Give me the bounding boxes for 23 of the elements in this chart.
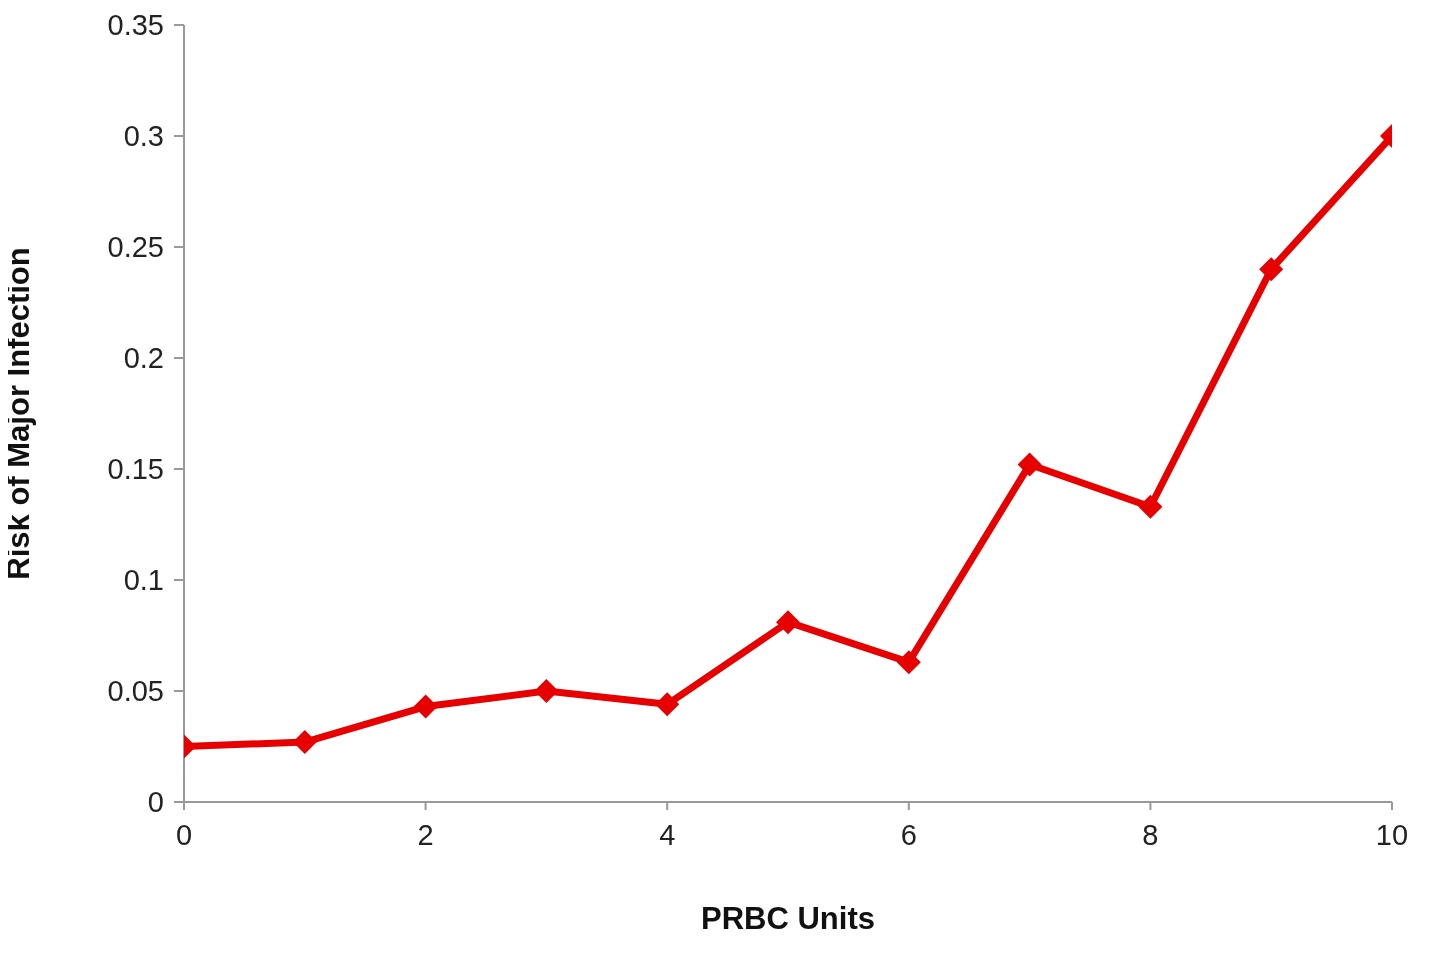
y-tick-label: 0.05: [107, 675, 164, 708]
y-tick-label: 0.35: [107, 9, 164, 42]
y-tick-label: 0.1: [123, 564, 164, 597]
point: [896, 650, 921, 675]
y-tick-label: 0.15: [107, 453, 164, 486]
point: [1259, 257, 1284, 282]
x-axis-title: PRBC Units: [701, 901, 875, 936]
point: [413, 694, 438, 719]
x-tick-label: 0: [175, 818, 193, 851]
y-tick-label: 0.2: [123, 342, 164, 375]
y-tick-label: 0.3: [123, 120, 164, 153]
x-tick-label: 4: [659, 818, 676, 851]
x-tick-label: 2: [417, 818, 434, 851]
y-tick-label: 0: [147, 786, 164, 819]
point: [655, 692, 680, 717]
point: [1138, 494, 1163, 519]
point: [534, 679, 559, 703]
y-tick-label: 0.25: [107, 231, 164, 264]
x-tick-label: 6: [900, 818, 917, 851]
x-tick-label: 10: [1375, 818, 1409, 851]
x-tick-label: 8: [1142, 818, 1159, 851]
point: [776, 610, 800, 635]
point: [1017, 452, 1042, 477]
